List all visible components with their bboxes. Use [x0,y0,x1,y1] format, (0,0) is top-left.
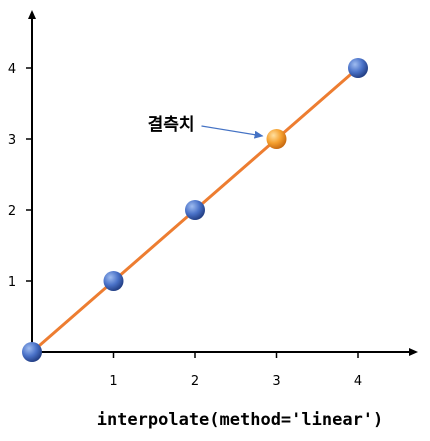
data-point [103,271,124,291]
y-tick-label: 1 [8,275,16,290]
annotation-label: 결측치 [148,115,195,135]
missing-data-point [266,129,287,149]
y-tick-label: 2 [8,204,16,219]
x-ticks: 1 2 3 4 [109,352,362,389]
x-tick-label: 3 [272,374,280,389]
x-tick-label: 4 [354,374,362,389]
data-point [185,200,205,220]
y-tick-label: 4 [8,62,16,77]
y-ticks: 1 2 3 4 [8,62,32,290]
x-tick-label: 1 [109,374,117,389]
chart-caption: interpolate(method='linear') [97,410,384,430]
annotation-arrow [201,125,264,139]
y-tick-label: 3 [8,133,16,148]
x-tick-label: 2 [191,374,199,389]
data-point [22,342,42,362]
data-point [348,58,368,78]
data-points [22,58,368,362]
axes [28,10,418,356]
